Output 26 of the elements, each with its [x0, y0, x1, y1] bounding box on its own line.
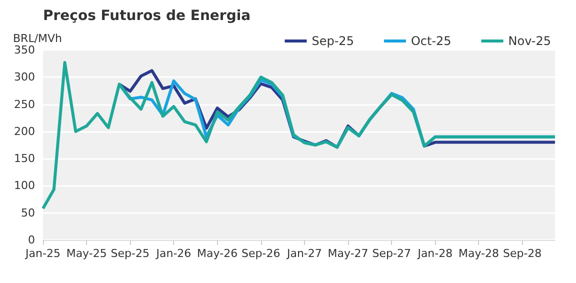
x-tick-label: Sep-27	[372, 247, 411, 260]
y-tick-label: 100	[14, 179, 35, 192]
line-series	[42, 60, 556, 210]
x-tick-label: May-26	[197, 247, 238, 260]
x-tick-label: Jan-26	[155, 247, 192, 260]
x-tick-label: Jan-28	[416, 247, 453, 260]
y-tick-label: 50	[21, 206, 35, 220]
x-tick-label: Sep-28	[502, 247, 542, 260]
y-tick-label: 150	[14, 152, 35, 166]
x-tick-label: May-27	[328, 247, 368, 260]
x-tick-label: Sep-25	[110, 247, 150, 260]
y-tick-label: 200	[14, 124, 35, 138]
y-tick-label: 250	[14, 98, 35, 111]
x-tick-label: Sep-26	[242, 247, 280, 260]
x-tick-label: Jan-27	[286, 247, 322, 260]
y-tick-label: 350	[14, 44, 35, 56]
legend-label: Sep-25	[312, 34, 354, 48]
chart-title: Preços Futuros de Energia	[43, 8, 251, 24]
y-axis-title: BRL/MVh	[13, 32, 62, 45]
y-tick-label: 0	[28, 234, 35, 246]
legend-label: Oct-25	[410, 34, 452, 48]
x-tick-label: Jan-25	[24, 247, 60, 260]
y-tick-label: 300	[14, 70, 35, 84]
x-tick-label: May-25	[66, 247, 107, 260]
legend-label: Nov-25	[508, 34, 552, 48]
x-tick-label: May-28	[458, 247, 500, 260]
